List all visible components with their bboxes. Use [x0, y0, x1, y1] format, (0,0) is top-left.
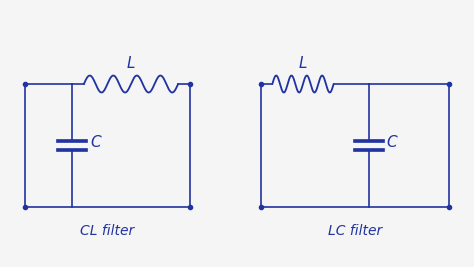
Text: C: C [387, 135, 398, 150]
Text: CL filter: CL filter [80, 225, 135, 238]
Text: L: L [127, 56, 135, 71]
Text: L: L [299, 56, 307, 71]
Text: C: C [90, 135, 100, 150]
Text: LC filter: LC filter [328, 225, 382, 238]
